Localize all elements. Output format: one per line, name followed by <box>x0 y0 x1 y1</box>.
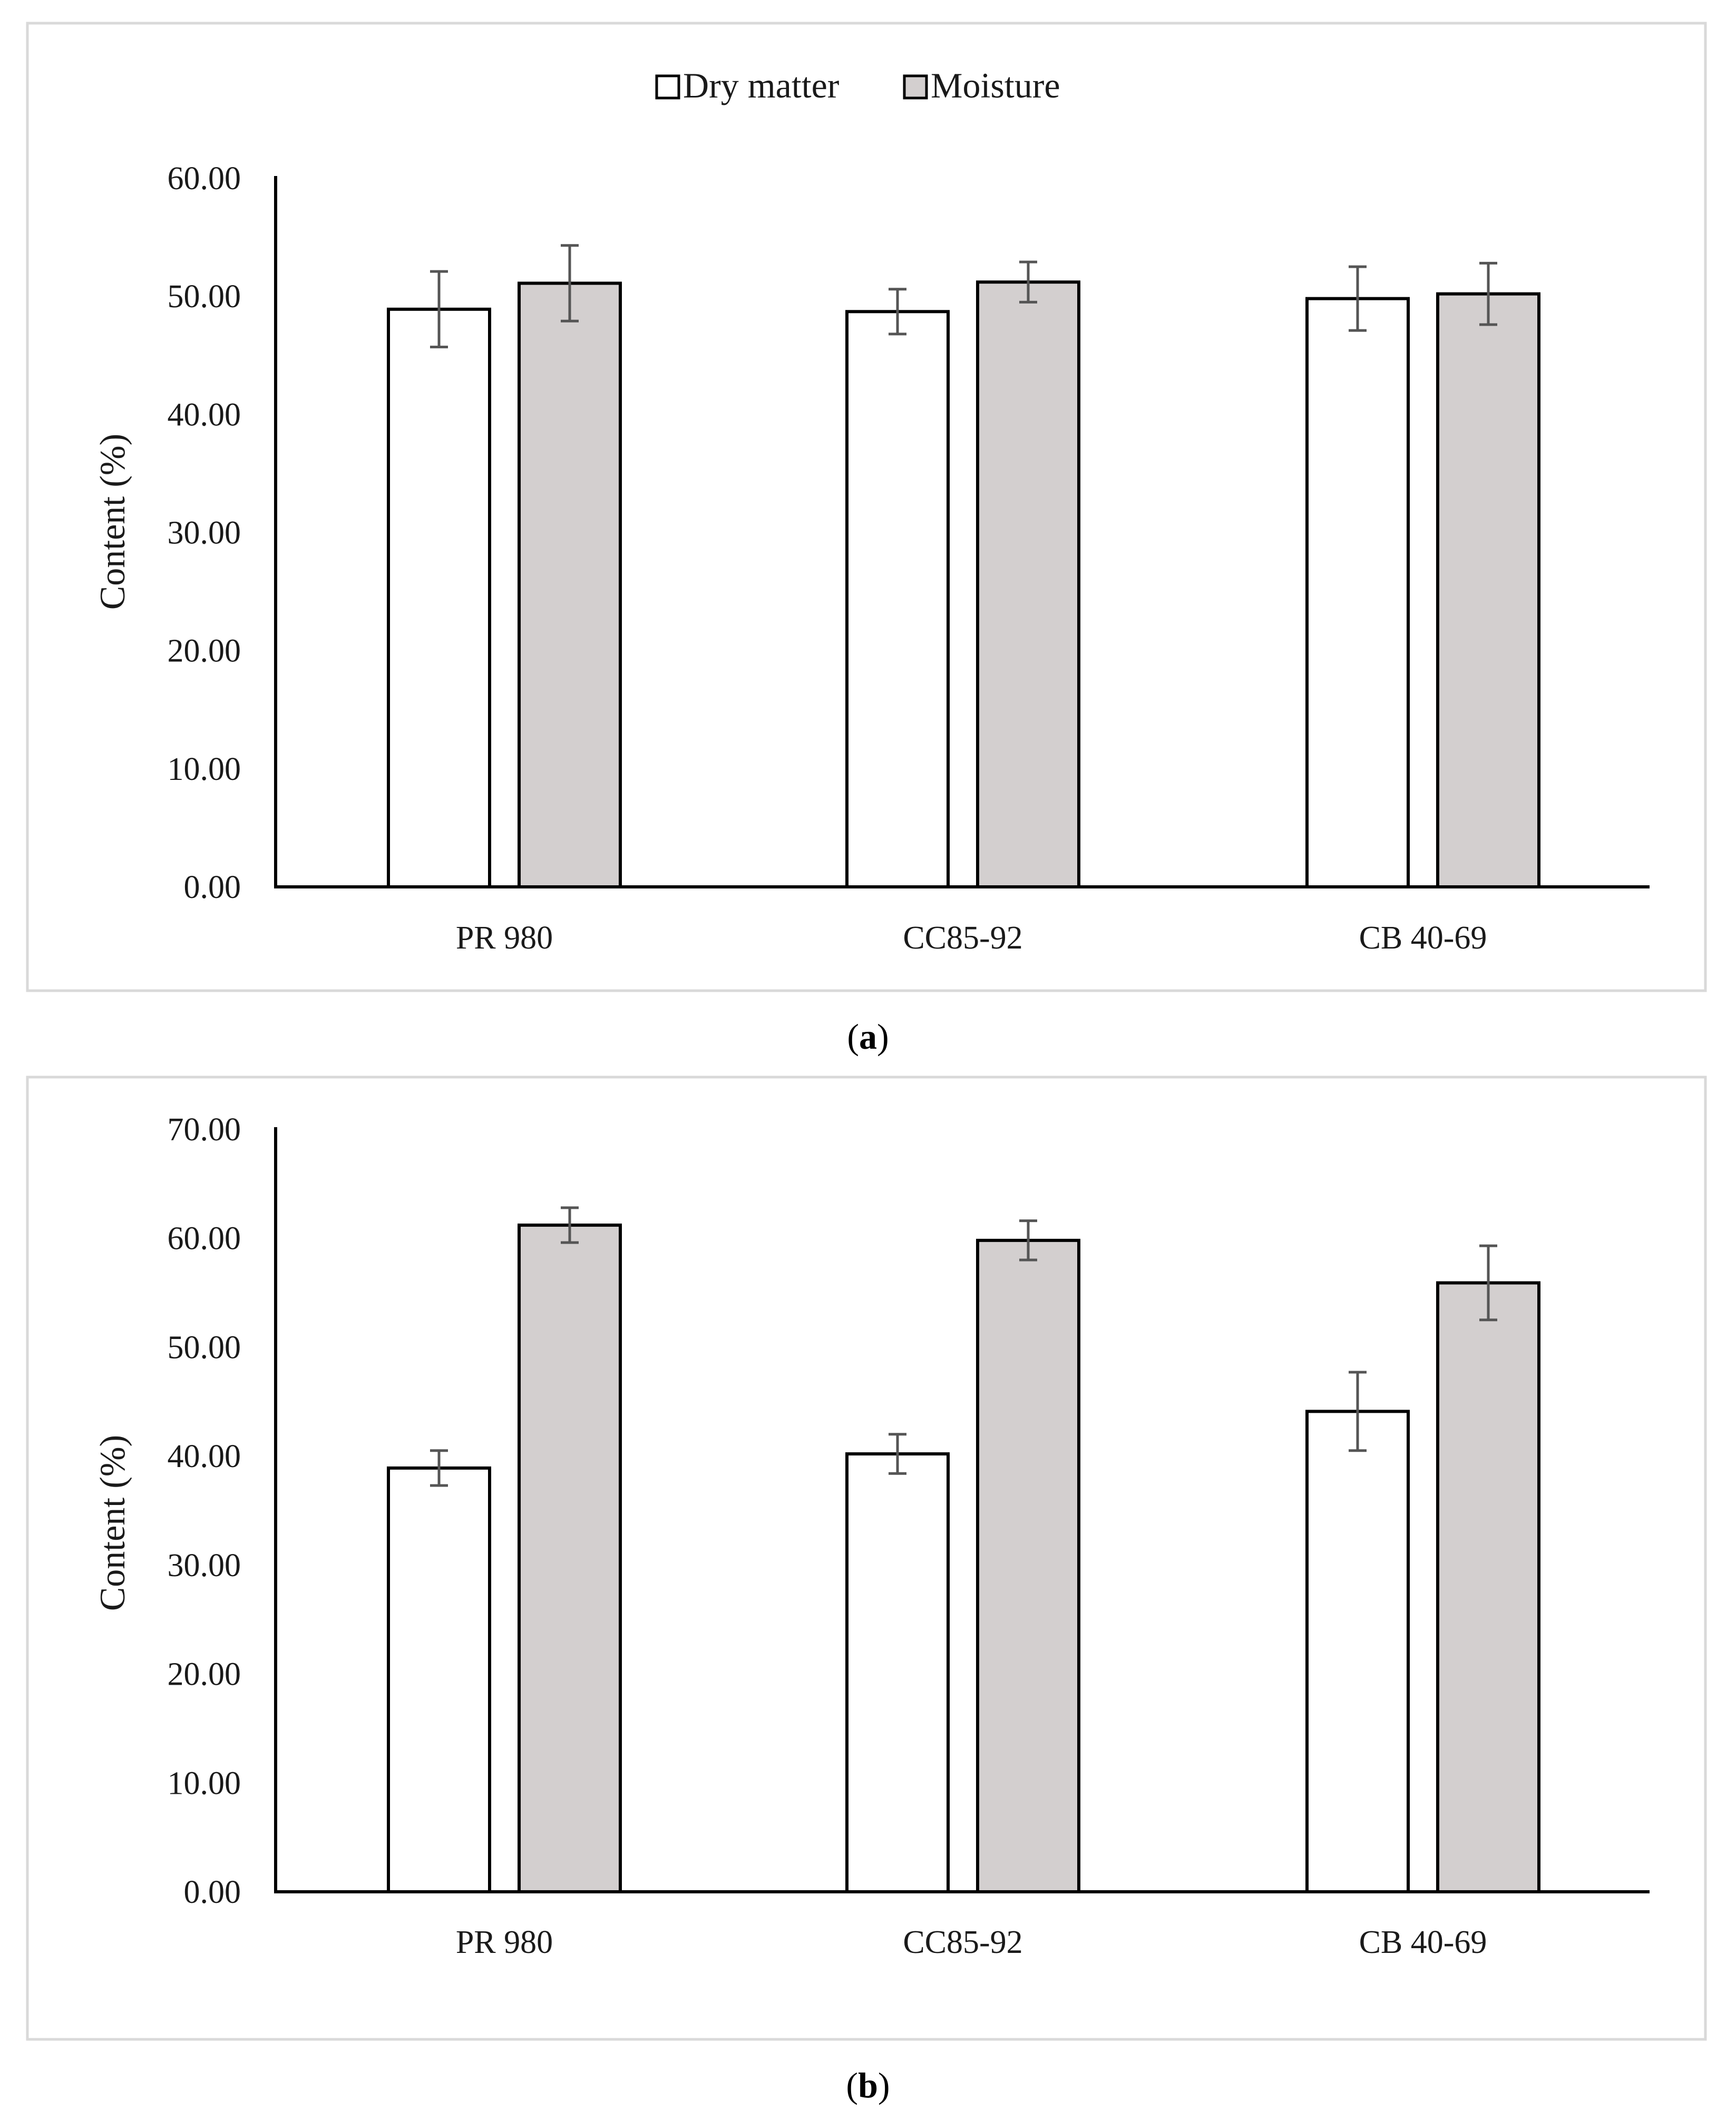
y-tick-label: 30.00 <box>168 1548 241 1584</box>
error-bar-dry-matter-cb-40-69 <box>1349 265 1367 332</box>
axes <box>274 1127 1650 1893</box>
axes <box>274 176 1650 888</box>
y-tick-label: 60.00 <box>168 1221 241 1257</box>
chart-panel-a: Dry matter Moisture Content (%) 0.00 10.0… <box>26 22 1707 992</box>
error-bar-moisture-cb-40-69 <box>1479 261 1497 326</box>
x-tick-label: PR 980 <box>456 920 553 956</box>
y-tick-label: 20.00 <box>168 633 241 669</box>
legend-label-moisture: Moisture <box>931 65 1060 105</box>
bar-moisture-cb-40-69 <box>1436 1281 1540 1893</box>
y-tick-label: 60.00 <box>168 161 241 197</box>
panel-caption-b-letter: b <box>858 2065 878 2105</box>
error-bar-dry-matter-pr-980 <box>430 1449 448 1487</box>
error-bar-dry-matter-cc85-92 <box>889 1433 906 1475</box>
y-tick-labels: 0.00 10.00 20.00 30.00 40.00 50.00 60.00 70.00 <box>168 1112 241 1910</box>
bar-dry-matter-pr-980 <box>387 1466 491 1893</box>
bar-dry-matter-cb-40-69 <box>1305 297 1410 888</box>
bar-moisture-cb-40-69 <box>1436 292 1540 888</box>
x-tick-label: CC85-92 <box>903 1924 1022 1960</box>
bar-moisture-pr-980 <box>518 281 622 889</box>
error-bar-moisture-cc85-92 <box>1019 260 1037 304</box>
legend-label-dry-matter: Dry matter <box>683 65 840 105</box>
y-tick-label: 70.00 <box>168 1112 241 1148</box>
y-tick-label: 40.00 <box>168 397 241 433</box>
x-tick-labels: PR 980 CC85-92 CB 40-69 <box>456 920 1487 956</box>
y-tick-label: 0.00 <box>184 1874 241 1910</box>
error-bar-moisture-cb-40-69 <box>1479 1244 1497 1322</box>
panel-caption-b: (b) <box>846 2065 890 2105</box>
legend: Dry matter Moisture <box>655 65 1060 105</box>
panel-caption-a-letter: a <box>859 1017 877 1057</box>
error-bar-dry-matter-cb-40-69 <box>1349 1371 1367 1452</box>
y-tick-label: 50.00 <box>168 279 241 315</box>
error-bar-dry-matter-cc85-92 <box>889 288 906 336</box>
y-tick-label: 10.00 <box>168 751 241 787</box>
x-tick-label: PR 980 <box>456 1924 553 1960</box>
y-tick-labels: 0.00 10.00 20.00 30.00 40.00 50.00 60.00 <box>168 161 241 905</box>
x-tick-label: CB 40-69 <box>1359 920 1487 956</box>
x-tick-label: CB 40-69 <box>1359 1924 1487 1960</box>
y-tick-label: 30.00 <box>168 515 241 551</box>
y-tick-label: 50.00 <box>168 1330 241 1365</box>
legend-swatch-dry-matter <box>655 74 680 100</box>
y-axis-title: Content (%) <box>92 1435 132 1611</box>
error-bar-moisture-cc85-92 <box>1019 1219 1037 1262</box>
bar-dry-matter-cc85-92 <box>845 1452 950 1893</box>
y-axis-title: Content (%) <box>92 434 132 610</box>
legend-item-dry-matter: Dry matter <box>655 65 840 105</box>
legend-swatch-moisture <box>903 74 928 100</box>
bars <box>387 244 1540 889</box>
y-tick-label: 20.00 <box>168 1657 241 1693</box>
y-tick-label: 0.00 <box>184 869 241 905</box>
bar-dry-matter-cb-40-69 <box>1305 1410 1410 1893</box>
bar-dry-matter-pr-980 <box>387 307 491 889</box>
bar-moisture-cc85-92 <box>976 280 1080 888</box>
y-tick-label: 40.00 <box>168 1439 241 1474</box>
chart-panel-b: Content (%) 0.00 10.00 20.00 30.00 40.00 50.0… <box>26 1076 1707 2041</box>
y-tick-label: 10.00 <box>168 1765 241 1801</box>
error-bar-dry-matter-pr-980 <box>430 270 448 349</box>
panel-caption-a: (a) <box>847 1017 889 1057</box>
x-tick-label: CC85-92 <box>903 920 1022 956</box>
bar-moisture-pr-980 <box>518 1223 622 1894</box>
legend-item-moisture: Moisture <box>903 65 1060 105</box>
bars <box>387 1206 1540 1894</box>
x-tick-labels: PR 980 CC85-92 CB 40-69 <box>456 1924 1487 1960</box>
error-bar-moisture-pr-980 <box>561 1206 579 1244</box>
bar-moisture-cc85-92 <box>976 1238 1080 1894</box>
error-bar-moisture-pr-980 <box>561 244 579 322</box>
bar-dry-matter-cc85-92 <box>845 310 950 888</box>
